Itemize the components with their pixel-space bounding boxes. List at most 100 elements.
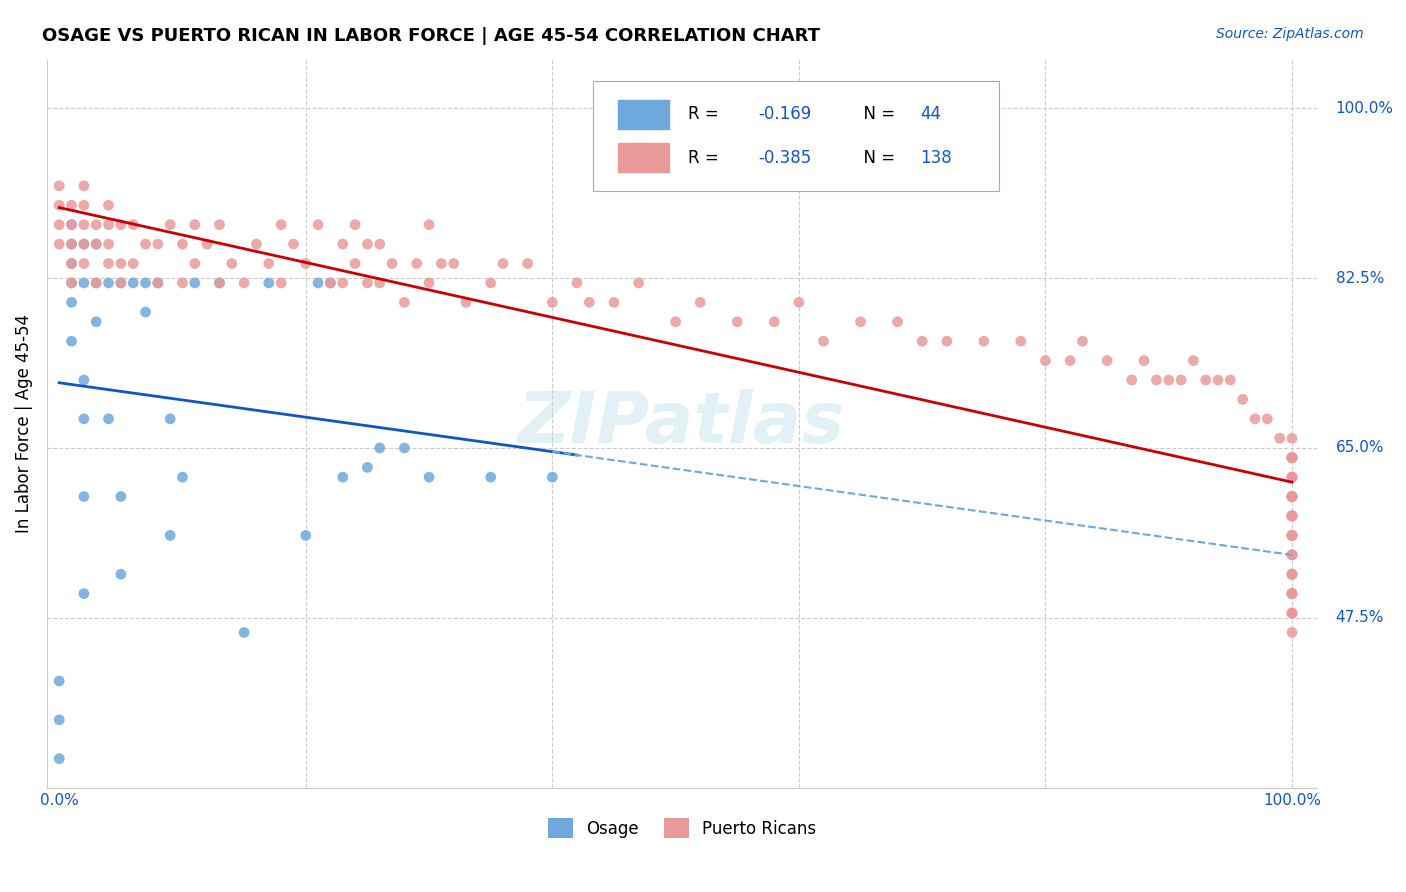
Point (1144, 373, 1167, 387)
Point (454, 295, 477, 310)
Point (1281, 567, 1303, 582)
Point (1281, 625, 1303, 640)
Point (60, 334, 83, 348)
Point (1281, 450, 1303, 465)
Point (110, 567, 132, 582)
Text: 44: 44 (921, 105, 942, 123)
Point (1281, 508, 1303, 523)
Point (689, 295, 711, 310)
Point (195, 237, 218, 252)
Point (368, 276, 391, 290)
Point (1268, 431, 1291, 445)
Point (1281, 587, 1303, 601)
Point (541, 295, 564, 310)
Point (245, 237, 267, 252)
Text: N =: N = (853, 105, 901, 123)
Point (97, 412, 120, 426)
Point (1010, 334, 1032, 348)
Text: -0.385: -0.385 (758, 149, 811, 167)
Point (1281, 508, 1303, 523)
Point (356, 237, 378, 252)
Point (134, 305, 156, 319)
Point (134, 276, 156, 290)
Point (60, 198, 83, 212)
Point (221, 256, 243, 270)
Point (60, 276, 83, 290)
Point (1281, 606, 1303, 620)
Point (1281, 528, 1303, 542)
Y-axis label: In Labor Force | Age 45-54: In Labor Force | Age 45-54 (15, 314, 32, 533)
Point (184, 256, 207, 270)
Point (146, 276, 169, 290)
Point (1195, 373, 1218, 387)
Bar (619, 144, 669, 172)
Point (1281, 450, 1303, 465)
Text: ZIPatlas: ZIPatlas (517, 389, 845, 458)
Point (516, 256, 538, 270)
Point (48, 218, 70, 232)
Point (73, 178, 96, 193)
Point (1059, 353, 1081, 368)
Point (73, 218, 96, 232)
Point (356, 460, 378, 475)
Text: Source: ZipAtlas.com: Source: ZipAtlas.com (1216, 27, 1364, 41)
Point (60, 237, 83, 252)
Point (84, 276, 107, 290)
Point (294, 256, 316, 270)
Point (184, 218, 207, 232)
Point (492, 256, 515, 270)
Legend: Osage, Puerto Ricans: Osage, Puerto Ricans (541, 812, 823, 845)
Point (73, 373, 96, 387)
Text: 65.0%: 65.0% (1336, 441, 1384, 456)
Point (84, 237, 107, 252)
Point (60, 256, 83, 270)
Point (394, 441, 416, 455)
Point (84, 315, 107, 329)
Point (319, 276, 342, 290)
Point (208, 276, 231, 290)
Point (368, 237, 391, 252)
Point (48, 673, 70, 688)
Point (97, 276, 120, 290)
Point (541, 470, 564, 484)
Text: 82.5%: 82.5% (1336, 270, 1384, 285)
Point (1281, 606, 1303, 620)
Point (97, 198, 120, 212)
Point (73, 256, 96, 270)
Point (270, 218, 292, 232)
Point (381, 256, 404, 270)
Point (73, 198, 96, 212)
Point (110, 276, 132, 290)
Text: R =: R = (688, 105, 724, 123)
Point (73, 237, 96, 252)
Point (430, 256, 453, 270)
Point (122, 218, 145, 232)
Point (1281, 548, 1303, 562)
Point (233, 625, 256, 640)
Text: R =: R = (688, 149, 724, 167)
Point (60, 295, 83, 310)
Point (332, 237, 354, 252)
Point (97, 218, 120, 232)
Point (603, 295, 626, 310)
Point (332, 470, 354, 484)
Point (1281, 508, 1303, 523)
Point (60, 218, 83, 232)
Text: 138: 138 (921, 149, 952, 167)
Point (48, 178, 70, 193)
Text: 100.0%: 100.0% (1336, 101, 1393, 116)
Point (73, 276, 96, 290)
Point (257, 276, 280, 290)
Point (1071, 334, 1094, 348)
Text: 47.5%: 47.5% (1336, 610, 1384, 625)
Point (48, 237, 70, 252)
Point (294, 528, 316, 542)
Point (73, 587, 96, 601)
Point (1281, 567, 1303, 582)
Point (1281, 490, 1303, 504)
Point (1281, 508, 1303, 523)
Point (627, 276, 650, 290)
Point (184, 276, 207, 290)
Point (725, 315, 748, 329)
Point (1281, 528, 1303, 542)
